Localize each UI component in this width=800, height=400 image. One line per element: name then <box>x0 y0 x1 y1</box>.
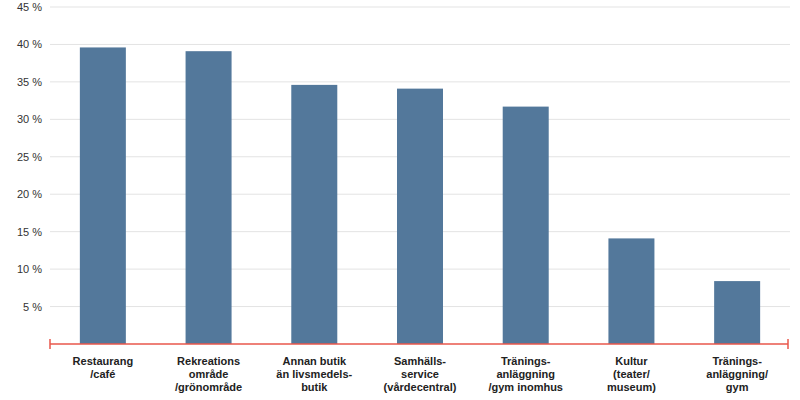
y-tick-label: 5 % <box>23 301 42 313</box>
bar <box>503 107 549 344</box>
grid-line <box>50 7 790 8</box>
bar <box>397 89 443 344</box>
bar <box>291 85 337 344</box>
bar <box>714 281 760 344</box>
x-tick-label: Annan butikän livsmedels-butik <box>276 355 352 393</box>
bar <box>608 238 654 344</box>
y-axis: 5 % 10 % 15 % 20 % 25 % 30 % 35 % 40 % 45 % <box>17 1 42 313</box>
x-tick-label: Restaurang/café <box>73 355 134 380</box>
axis-cap <box>787 339 789 349</box>
x-tick-label: Rekreationsområde/grönområde <box>175 355 242 393</box>
grid-line <box>50 81 790 82</box>
x-tick-label: Samhälls-service(vårdecentral) <box>384 355 457 393</box>
y-tick-label: 20 % <box>17 188 42 200</box>
chart-container: 5 % 10 % 15 % 20 % 25 % 30 % 35 % 40 % 45 % Resta… <box>0 0 800 400</box>
chart: 5 % 10 % 15 % 20 % 25 % 30 % 35 % 40 % 45 % Resta… <box>0 0 800 400</box>
y-tick-label: 10 % <box>17 263 42 275</box>
bar <box>186 51 232 344</box>
y-tick-label: 35 % <box>17 76 42 88</box>
x-tick-label: Tränings-anläggning/gym <box>706 355 768 393</box>
x-axis-line <box>50 343 788 345</box>
axis-cap <box>49 339 51 349</box>
x-tick-label: Tränings-anläggning/gym inomhus <box>488 355 563 393</box>
y-tick-label: 25 % <box>17 151 42 163</box>
bar <box>80 47 126 344</box>
grid-line <box>50 44 790 45</box>
bars <box>80 47 760 344</box>
x-axis: Restaurang/café Rekreationsområde/grönomr… <box>50 339 788 393</box>
x-tick-label: Kultur(teater/museum) <box>607 355 656 393</box>
y-tick-label: 40 % <box>17 38 42 50</box>
y-tick-label: 45 % <box>17 1 42 13</box>
y-tick-label: 30 % <box>17 113 42 125</box>
y-tick-label: 15 % <box>17 226 42 238</box>
